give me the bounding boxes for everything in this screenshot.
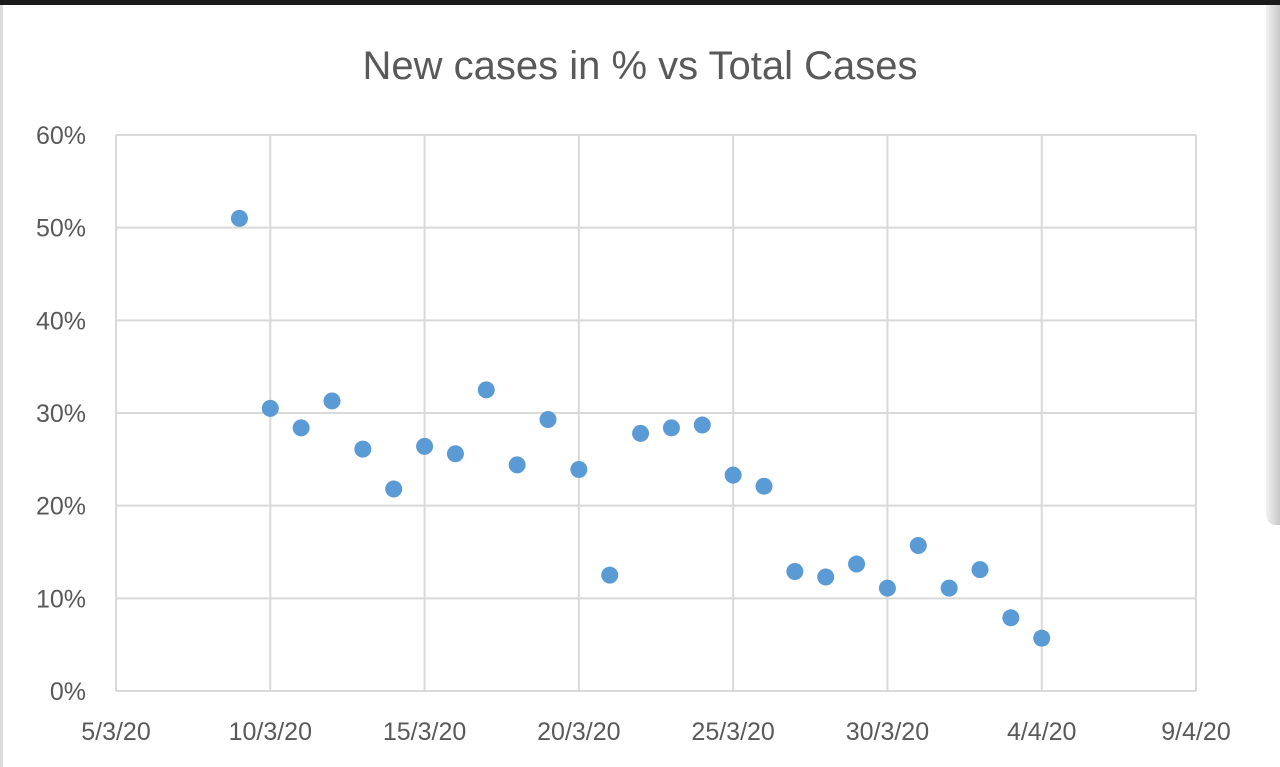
y-tick-label: 10% (36, 585, 86, 613)
data-point (909, 537, 927, 555)
data-point (848, 555, 866, 573)
data-point (878, 579, 896, 597)
x-tick-label: 10/3/20 (229, 718, 312, 746)
data-point (230, 209, 248, 227)
top-border (0, 0, 1280, 5)
data-point (323, 392, 341, 410)
data-point (940, 579, 958, 597)
y-tick-label: 60% (36, 122, 86, 150)
data-point (446, 445, 464, 463)
x-tick-label: 5/3/20 (81, 718, 151, 746)
x-tick-label: 15/3/20 (383, 718, 466, 746)
data-point (1002, 609, 1020, 627)
x-axis-ticks: 5/3/20 10/3/20 15/3/20 20/3/20 25/3/20 30/3/2… (81, 718, 1231, 746)
y-axis-ticks: 0% 10% 20% 30% 40% 50% 60% (36, 122, 86, 706)
data-point (1033, 629, 1051, 647)
y-tick-label: 50% (36, 215, 86, 243)
data-point (385, 480, 403, 498)
chart-title: New cases in % vs Total Cases (362, 44, 917, 88)
x-tick-label: 9/4/20 (1161, 718, 1231, 746)
data-point (477, 381, 495, 399)
data-point (786, 562, 804, 580)
data-point (632, 424, 650, 442)
y-tick-label: 20% (36, 493, 86, 521)
scroll-edge[interactable] (1266, 5, 1280, 525)
x-tick-label: 4/4/20 (1007, 718, 1077, 746)
data-point (416, 437, 434, 455)
x-tick-label: 30/3/20 (846, 718, 929, 746)
data-point (755, 477, 773, 495)
data-point (292, 419, 310, 437)
left-border (0, 5, 3, 767)
data-point (261, 399, 279, 417)
y-tick-label: 30% (36, 400, 86, 428)
data-point (662, 419, 680, 437)
x-tick-label: 20/3/20 (537, 718, 620, 746)
x-tick-label: 25/3/20 (691, 718, 774, 746)
data-point (817, 568, 835, 586)
y-tick-label: 40% (36, 307, 86, 335)
data-point (539, 410, 557, 428)
data-point (354, 440, 372, 458)
grid-lines (115, 134, 1197, 692)
data-point (971, 561, 989, 579)
data-point (601, 566, 619, 584)
data-point (693, 416, 711, 434)
data-point (508, 456, 526, 474)
data-points (230, 209, 1051, 647)
data-point (570, 461, 588, 479)
y-tick-label: 0% (50, 678, 86, 706)
data-point (724, 466, 742, 484)
